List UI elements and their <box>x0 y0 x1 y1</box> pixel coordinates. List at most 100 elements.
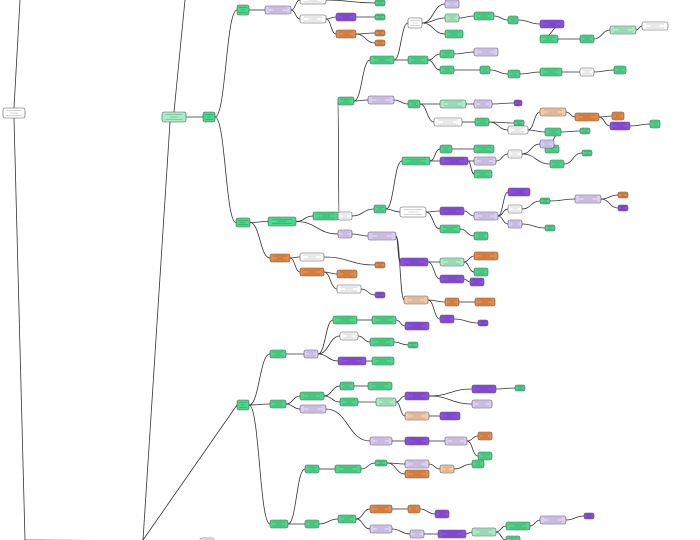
tree-node[interactable] <box>579 127 591 135</box>
tree-node[interactable] <box>269 253 291 263</box>
tree-node[interactable] <box>473 169 493 179</box>
tree-node[interactable] <box>337 229 353 239</box>
tree-node[interactable] <box>539 19 565 29</box>
tree-node[interactable] <box>374 13 386 21</box>
tree-node[interactable] <box>439 49 455 59</box>
tree-node[interactable] <box>444 29 464 39</box>
tree-node[interactable] <box>444 436 468 446</box>
tree-node[interactable] <box>439 274 465 284</box>
tree-node[interactable] <box>471 459 485 469</box>
tree-node[interactable] <box>473 267 489 277</box>
tree-node[interactable] <box>299 391 325 401</box>
tree-node[interactable] <box>444 0 460 9</box>
tree-node[interactable] <box>539 34 559 44</box>
tree-node[interactable] <box>479 65 491 75</box>
tree-node[interactable] <box>337 514 357 524</box>
tree-node[interactable] <box>507 125 529 135</box>
tree-node[interactable] <box>369 504 393 514</box>
tree-node[interactable] <box>544 127 562 137</box>
tree-node[interactable] <box>336 284 362 294</box>
tree-node[interactable] <box>374 39 386 47</box>
tree-node[interactable] <box>617 204 629 212</box>
tree-node[interactable] <box>477 451 493 461</box>
tree-node[interactable] <box>407 341 419 349</box>
tree-node[interactable] <box>335 29 357 39</box>
tree-node[interactable] <box>235 217 251 228</box>
tree-node[interactable] <box>236 4 250 16</box>
tree-node[interactable] <box>269 349 287 359</box>
tree-node[interactable] <box>549 159 565 169</box>
tree-node[interactable] <box>513 119 525 127</box>
tree-node[interactable] <box>439 464 455 474</box>
tree-node[interactable] <box>404 436 430 446</box>
tree-node[interactable] <box>469 277 485 287</box>
tree-node[interactable] <box>434 509 450 519</box>
tree-node[interactable] <box>339 331 359 341</box>
tree-node[interactable] <box>403 295 429 305</box>
tree-node[interactable] <box>299 252 325 262</box>
tree-node[interactable] <box>513 99 523 107</box>
tree-node[interactable] <box>374 29 386 37</box>
tree-node[interactable] <box>299 0 327 5</box>
tree-node[interactable] <box>369 436 393 446</box>
tree-node[interactable] <box>299 14 327 24</box>
tree-node[interactable] <box>444 297 460 307</box>
tree-node[interactable] <box>473 231 489 241</box>
tree-node[interactable] <box>304 464 320 474</box>
tree-node[interactable] <box>373 204 387 214</box>
tree-node[interactable] <box>574 194 602 204</box>
tree-node[interactable] <box>367 95 395 105</box>
tree-node[interactable] <box>473 156 497 166</box>
tree-node[interactable] <box>507 69 521 79</box>
tree-node[interactable] <box>335 12 357 22</box>
tree-node[interactable] <box>407 17 423 29</box>
tree-node[interactable] <box>477 319 489 327</box>
tree-node[interactable] <box>539 197 551 205</box>
tree-node[interactable] <box>507 15 519 25</box>
tree-node[interactable] <box>507 187 531 197</box>
tree-node[interactable] <box>505 535 521 540</box>
tree-node[interactable] <box>339 381 355 391</box>
tree-node[interactable] <box>433 117 463 127</box>
tree-node[interactable] <box>609 121 631 131</box>
tree-node[interactable] <box>581 149 593 157</box>
tree-node[interactable] <box>375 397 397 407</box>
tree-node[interactable] <box>474 117 490 127</box>
tree-node[interactable] <box>371 315 397 325</box>
tree-node[interactable] <box>507 204 523 214</box>
tree-node[interactable] <box>399 257 429 267</box>
tree-node[interactable] <box>374 459 388 467</box>
tree-node[interactable] <box>439 411 461 421</box>
tree-node[interactable] <box>336 269 358 279</box>
tree-node[interactable] <box>401 156 431 166</box>
tree-node[interactable] <box>473 11 495 21</box>
tree-node[interactable] <box>474 297 496 307</box>
tree-node[interactable] <box>444 13 460 23</box>
tree-node[interactable] <box>312 211 340 221</box>
tree-node[interactable] <box>409 529 425 539</box>
tree-node[interactable] <box>617 191 629 199</box>
tree-node[interactable] <box>611 111 625 121</box>
tree-node[interactable] <box>202 111 216 123</box>
tree-node[interactable] <box>339 397 359 407</box>
tree-node[interactable] <box>641 21 669 31</box>
tree-node[interactable] <box>369 337 395 347</box>
tree-node[interactable] <box>507 149 523 159</box>
tree-node[interactable] <box>264 5 292 15</box>
tree-node[interactable] <box>407 99 421 109</box>
tree-node[interactable] <box>473 144 495 154</box>
tree-node[interactable] <box>539 139 555 149</box>
tree-node[interactable] <box>439 144 453 154</box>
tree-node[interactable] <box>404 469 430 479</box>
tree-node[interactable] <box>367 381 393 391</box>
tree-node[interactable] <box>399 206 427 218</box>
tree-node[interactable] <box>439 65 455 75</box>
tree-node[interactable] <box>649 119 661 129</box>
tree-node[interactable] <box>439 224 461 234</box>
tree-node[interactable] <box>407 504 421 514</box>
tree-node[interactable] <box>473 99 493 109</box>
tree-node[interactable] <box>514 384 526 392</box>
tree-node[interactable] <box>303 349 319 359</box>
tree-node[interactable] <box>613 65 627 75</box>
tree-node[interactable] <box>404 411 430 421</box>
